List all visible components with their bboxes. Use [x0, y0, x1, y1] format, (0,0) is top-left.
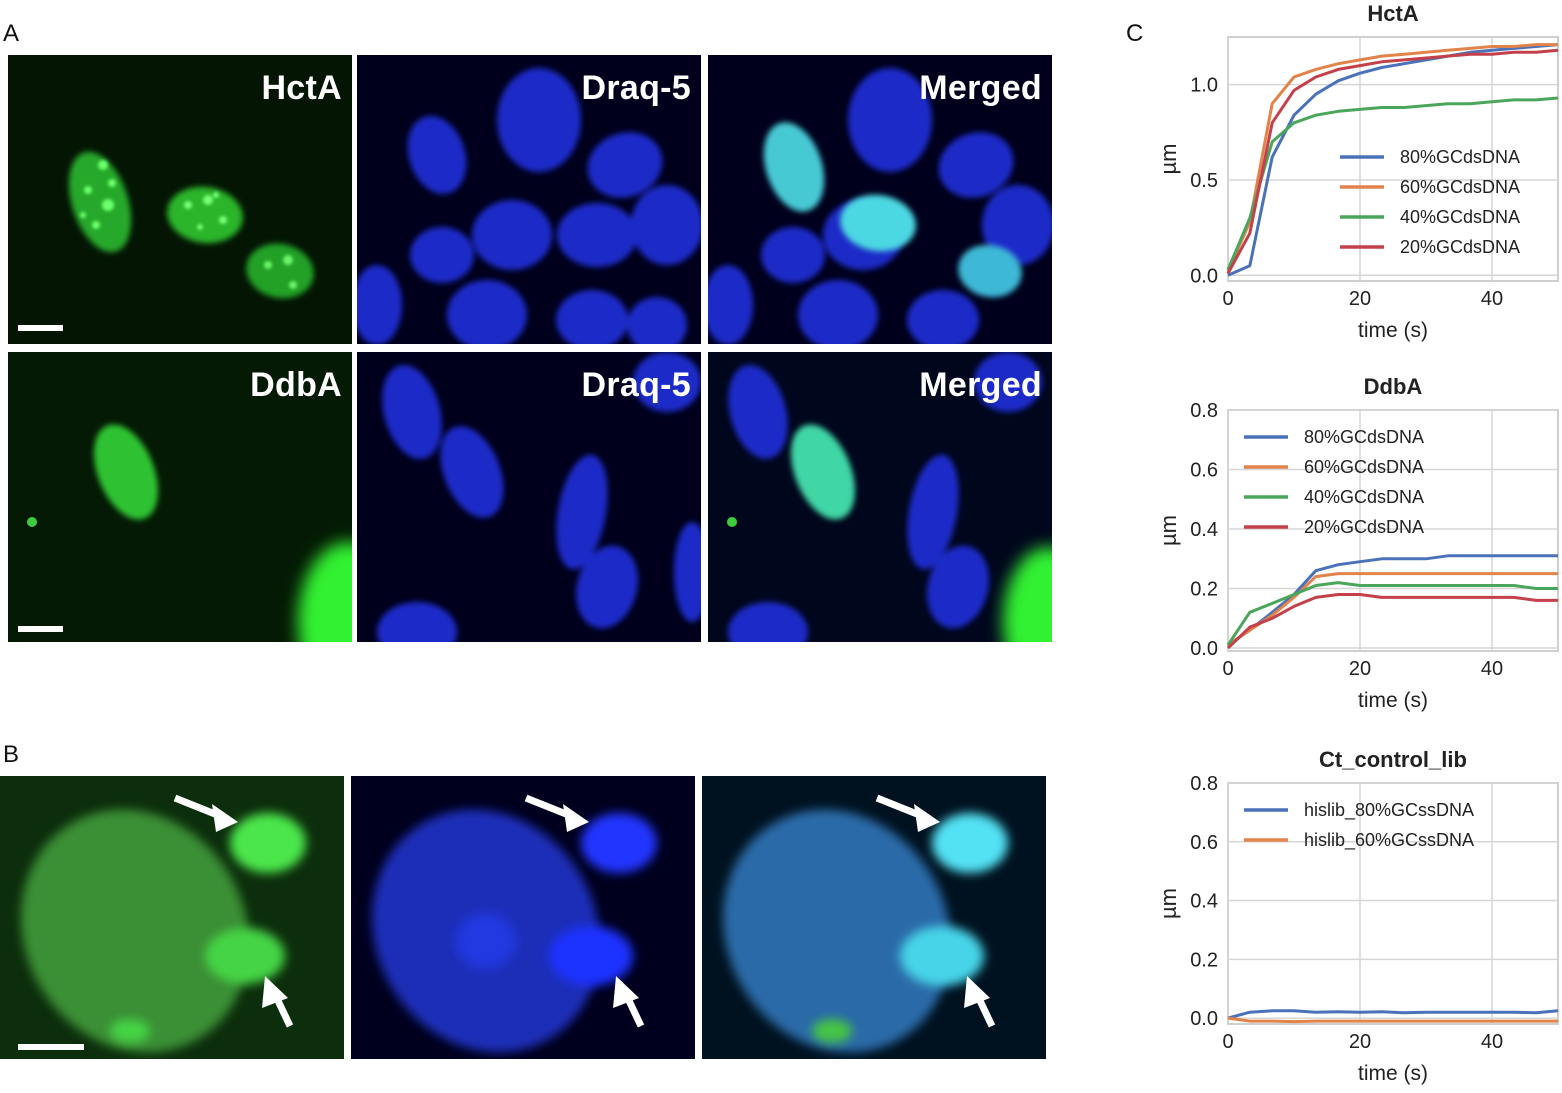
arrow-icon — [524, 794, 589, 832]
image-hcta-merged: Merged — [708, 55, 1052, 344]
y-tick-label: 0.4 — [1190, 891, 1218, 913]
label-draq5: Draq-5 — [581, 69, 691, 107]
x-axis-label: time (s) — [1358, 319, 1428, 342]
legend-label: 20%GCdsDNA — [1400, 237, 1520, 257]
series-line-0 — [1227, 1009, 1559, 1020]
series-line-1 — [1227, 572, 1558, 647]
series-line-0 — [1227, 554, 1558, 647]
y-tick-label: 0.6 — [1190, 832, 1218, 854]
chart-title: HctA — [1367, 1, 1418, 26]
image-hcta-gfp: HctA — [8, 55, 352, 344]
y-tick-label: 0.5 — [1190, 170, 1218, 192]
image-ddba-draq5: Draq-5 — [357, 352, 701, 642]
image-hcta-draq5: Draq-5 — [357, 55, 701, 344]
x-tick-label: 40 — [1481, 1031, 1503, 1053]
image-b-merged — [702, 776, 1046, 1059]
scale-bar — [18, 626, 63, 632]
b-draq5-cell — [351, 776, 695, 1059]
chart-title: Ct_control_lib — [1319, 747, 1467, 772]
legend-label: 20%GCdsDNA — [1304, 517, 1424, 537]
panel-letter-b: B — [3, 741, 20, 768]
x-tick-label: 0 — [1222, 1031, 1233, 1053]
legend-label: 80%GCdsDNA — [1400, 147, 1520, 167]
image-b-draq5 — [351, 776, 695, 1059]
y-axis-label: µm — [1156, 515, 1181, 546]
series-line-1 — [1226, 43, 1558, 273]
arrow-icon — [964, 976, 996, 1028]
series-line-2 — [1226, 581, 1558, 646]
chart-1: 0 20 40 0.0 0.2 0.4 0.6 0.8 DdbA time (s) µm 80%GCd… — [1156, 374, 1559, 712]
label-ddba: DdbA — [250, 366, 342, 404]
ddba-gfp-nuclei — [8, 352, 352, 642]
panel-c-charts: 0 20 40 0.0 0.5 1.0 HctA time (s) µm 80%GCdsDNA 60… — [1156, 1, 1559, 1085]
chart-title: DdbA — [1364, 374, 1423, 399]
ddba-merged-nuclei — [708, 352, 1052, 642]
legend-label: 40%GCdsDNA — [1304, 487, 1424, 507]
y-tick-label: 0.0 — [1190, 265, 1218, 287]
scale-bar — [18, 1044, 84, 1050]
label-hcta: HctA — [261, 69, 342, 107]
hcta-gfp-nuclei — [8, 55, 352, 344]
plot-frame — [1227, 782, 1559, 1025]
legend-label: 60%GCdsDNA — [1304, 457, 1424, 477]
panel-letter-c: C — [1126, 20, 1144, 47]
y-axis-label: µm — [1156, 143, 1181, 174]
series-line-2 — [1226, 96, 1559, 271]
legend-label: 80%GCdsDNA — [1304, 427, 1424, 447]
y-tick-label: 0.4 — [1190, 519, 1218, 541]
y-tick-label: 0.8 — [1190, 773, 1218, 795]
panel-letter-a: A — [3, 20, 20, 47]
image-ddba-merged: Merged — [708, 352, 1052, 642]
plot-frame — [1227, 36, 1559, 282]
arrow-icon — [613, 976, 645, 1028]
x-tick-label: 20 — [1349, 288, 1371, 310]
legend-label: 40%GCdsDNA — [1400, 207, 1520, 227]
hcta-merged-nuclei — [708, 55, 1052, 344]
x-axis-label: time (s) — [1358, 1062, 1428, 1085]
y-tick-label: 0.0 — [1190, 1008, 1218, 1030]
label-draq5: Draq-5 — [581, 366, 691, 404]
ddba-draq5-nuclei — [357, 352, 701, 642]
x-tick-label: 20 — [1349, 1031, 1371, 1053]
hcta-draq5-nuclei — [357, 55, 701, 344]
arrow-icon — [262, 976, 294, 1028]
series-line-3 — [1226, 48, 1559, 275]
b-merged-cell — [702, 776, 1046, 1059]
y-axis-label: µm — [1156, 888, 1181, 919]
legend-label: hislib_80%GCssDNA — [1304, 800, 1474, 821]
x-tick-label: 0 — [1222, 658, 1233, 680]
x-tick-label: 0 — [1222, 288, 1233, 310]
x-tick-label: 20 — [1349, 658, 1371, 680]
label-merged: Merged — [919, 366, 1042, 404]
x-tick-label: 40 — [1481, 288, 1503, 310]
label-merged: Merged — [919, 69, 1042, 107]
series-line-0 — [1227, 43, 1559, 277]
image-ddba-gfp: DdbA — [8, 352, 352, 642]
chart-0: 0 20 40 0.0 0.5 1.0 HctA time (s) µm 80%GCdsDNA 60… — [1156, 1, 1559, 342]
y-tick-label: 0.2 — [1190, 579, 1218, 601]
series-line-3 — [1226, 593, 1558, 650]
arrow-icon — [875, 794, 940, 832]
y-tick-label: 0.8 — [1190, 400, 1218, 422]
x-tick-label: 40 — [1481, 658, 1503, 680]
legend-label: 60%GCdsDNA — [1400, 177, 1520, 197]
series-line-1 — [1227, 1016, 1558, 1024]
legend-label: hislib_60%GCssDNA — [1304, 830, 1474, 851]
y-tick-label: 1.0 — [1190, 75, 1218, 97]
y-tick-label: 0.6 — [1190, 460, 1218, 482]
arrow-icon — [173, 794, 238, 832]
y-tick-label: 0.2 — [1190, 949, 1218, 971]
x-axis-label: time (s) — [1358, 689, 1428, 712]
y-tick-label: 0.0 — [1190, 638, 1218, 660]
scale-bar — [18, 325, 63, 331]
b-gfp-cell — [0, 776, 344, 1059]
image-b-gfp — [0, 776, 344, 1059]
